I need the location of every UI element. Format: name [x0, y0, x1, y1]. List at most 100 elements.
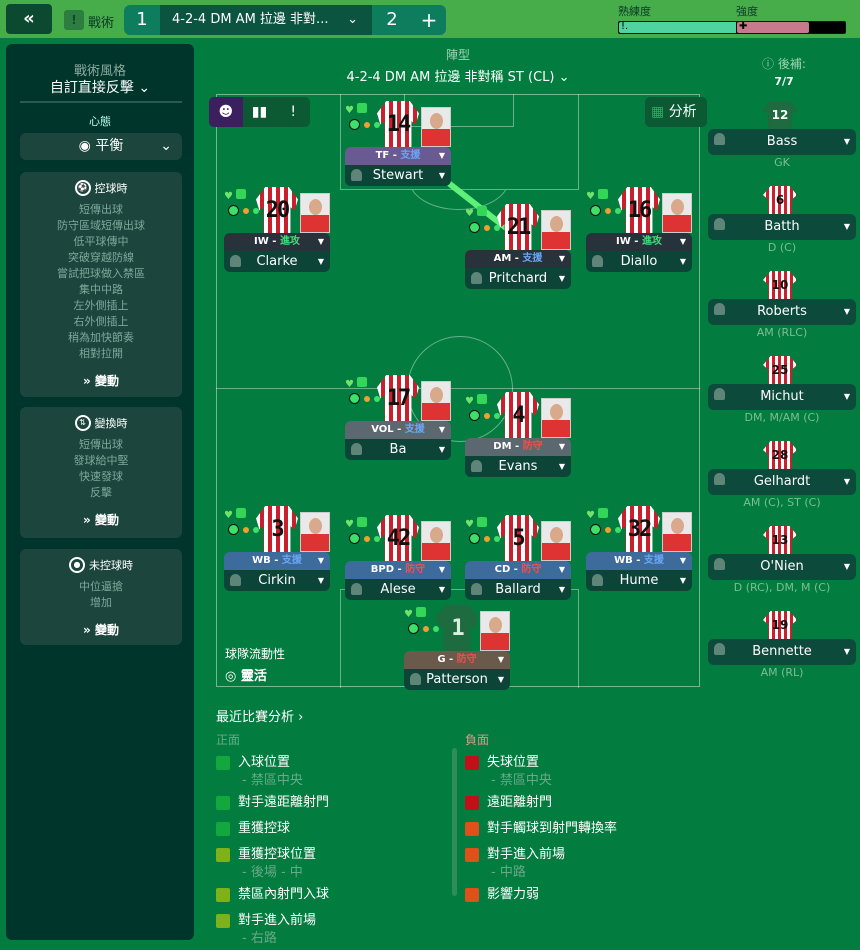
- mentality-select[interactable]: ◉ 平衡 ⌄: [20, 133, 182, 160]
- instruction-item: 稍為加快節奏: [68, 331, 134, 344]
- player-select[interactable]: Diallo ▼: [586, 251, 692, 272]
- shirt-icon: 13: [763, 526, 797, 556]
- duty: 防守: [405, 564, 426, 575]
- intensity-bar[interactable]: ✚: [736, 21, 846, 34]
- familiarity-bar[interactable]: !.: [618, 21, 761, 34]
- sub-player[interactable]: Bennette ▼ AM (RL): [708, 639, 856, 679]
- tactic-tab-1[interactable]: 1: [136, 9, 148, 30]
- instruction-item: 右外側插上: [73, 315, 129, 328]
- player-status: ♥: [465, 517, 499, 530]
- negative-item: 影響力弱: [465, 882, 617, 908]
- scrollbar[interactable]: [452, 748, 457, 896]
- familiarity-fill: [619, 22, 752, 33]
- player-select[interactable]: Hume ▼: [586, 570, 692, 591]
- player-card[interactable]: ♥ 1 G - 防守 ▼ Patterson ▼: [404, 605, 510, 690]
- player-select[interactable]: Stewart ▼: [345, 165, 451, 186]
- person-icon: [714, 303, 725, 315]
- player-name: Alese: [380, 582, 416, 597]
- positive-item: 入球位置 - 禁區中央: [216, 750, 329, 790]
- player-card[interactable]: ♥ 42 BPD - 防守 ▼ Alese ▼: [345, 515, 451, 600]
- dropdown-arrow-icon: ▼: [438, 445, 445, 454]
- add-tactic-button[interactable]: +: [420, 8, 438, 32]
- view-toggle: ☻ ▮▮ !: [209, 97, 310, 127]
- player-select[interactable]: Alese ▼: [345, 579, 451, 600]
- player-card[interactable]: ♥ 16 IW - 進攻 ▼ Diallo ▼: [586, 187, 692, 272]
- positive-label: 正面: [216, 733, 241, 747]
- player-select[interactable]: Cirkin ▼: [224, 570, 330, 591]
- player-card[interactable]: ♥ 17 VOL - 支援 ▼ Ba ▼: [345, 375, 451, 460]
- thumbs-up-icon: [597, 508, 608, 518]
- condition-dots: [349, 393, 380, 404]
- player-view-button[interactable]: ☻: [209, 97, 243, 127]
- sub-player[interactable]: Bass ▼ GK: [708, 129, 856, 169]
- dot: [484, 535, 490, 542]
- heart-icon: ♥: [465, 396, 474, 407]
- thumbs-up-icon: [216, 756, 230, 770]
- dot: [605, 526, 611, 533]
- condition-dots: [228, 524, 259, 535]
- player-select[interactable]: Ba ▼: [345, 439, 451, 460]
- player-name: Evans: [498, 459, 538, 474]
- pitch: [216, 94, 700, 688]
- ball-icon: ⚽: [74, 180, 91, 196]
- recent-match-analysis-link[interactable]: 最近比賽分析 ›: [216, 710, 304, 725]
- dropdown-arrow-icon: ▼: [843, 477, 850, 486]
- player-position: AM (RL): [760, 666, 804, 679]
- role-select[interactable]: BPD - 防守 ▼: [345, 561, 451, 579]
- player-select[interactable]: Pritchard ▼: [465, 268, 571, 289]
- in-possession-change-button[interactable]: » 變動: [83, 374, 119, 388]
- sub-player[interactable]: Batth ▼ D (C): [708, 214, 856, 254]
- role-select[interactable]: IW - 進攻 ▼: [586, 233, 692, 251]
- formation-select[interactable]: 4-2-4 DM AM 拉邊 非對稱 ST (CL) ⌄: [216, 66, 700, 85]
- sub-player[interactable]: Gelhardt ▼ AM (C), ST (C): [708, 469, 856, 509]
- tactic-tab-2[interactable]: 2: [386, 9, 398, 30]
- negative-column: 負面 失球位置 - 禁區中央 遠距離射門 對手觸球到射門轉換率 對手進入前場 - 中路 影響力…: [465, 731, 617, 908]
- transition-change-button[interactable]: » 變動: [83, 513, 119, 527]
- item-detail: - 中路: [491, 865, 526, 880]
- transition-icon: ⇅: [74, 415, 91, 431]
- role-select[interactable]: VOL - 支援 ▼: [345, 421, 451, 439]
- player-select[interactable]: Clarke ▼: [224, 251, 330, 272]
- back-button[interactable]: «: [6, 4, 52, 34]
- player-name: Michut: [760, 389, 804, 404]
- player-position: AM (RLC): [756, 326, 808, 339]
- role-select[interactable]: IW - 進攻 ▼: [224, 233, 330, 251]
- role-select[interactable]: WB - 支援 ▼: [586, 552, 692, 570]
- role-select[interactable]: CD - 防守 ▼: [465, 561, 571, 579]
- sub-player[interactable]: Roberts ▼ AM (RLC): [708, 299, 856, 339]
- role-select[interactable]: DM - 防守 ▼: [465, 438, 571, 456]
- item-text: 對手遠距離射門: [238, 795, 330, 810]
- stats-view-button[interactable]: ▮▮: [251, 104, 268, 120]
- instructions-view-button[interactable]: !: [290, 104, 296, 120]
- out-possession-change-button[interactable]: » 變動: [83, 623, 119, 637]
- duty: 支援: [404, 424, 425, 435]
- player-card[interactable]: ♥ 5 CD - 防守 ▼ Ballard ▼: [465, 515, 571, 600]
- instruction-item: 反擊: [90, 486, 112, 499]
- tactic-style-select[interactable]: 自訂直接反擊 ⌄: [6, 77, 194, 97]
- tactic-select[interactable]: 4-2-4 DM AM 拉邊 非對... ⌄: [160, 5, 372, 35]
- player-name: Stewart: [372, 168, 424, 183]
- sub-player[interactable]: O'Nien ▼ D (RC), DM, M (C): [708, 554, 856, 594]
- divider: [20, 101, 182, 103]
- role-select[interactable]: G - 防守 ▼: [404, 651, 510, 669]
- shirt-icon: 10: [763, 271, 797, 301]
- player-select[interactable]: Patterson ▼: [404, 669, 510, 690]
- player-card[interactable]: ♥ 32 WB - 支援 ▼ Hume ▼: [586, 506, 692, 591]
- player-select[interactable]: Evans ▼: [465, 456, 571, 477]
- player-card[interactable]: ♥ 20 IW - 進攻 ▼ Clarke ▼: [224, 187, 330, 272]
- player-card[interactable]: ♥ 21 AM - 支援 ▼ Pritchard ▼: [465, 204, 571, 289]
- duty: 防守: [456, 654, 477, 665]
- role-select[interactable]: WB - 支援 ▼: [224, 552, 330, 570]
- player-card[interactable]: ♥ 3 WB - 支援 ▼ Cirkin ▼: [224, 506, 330, 591]
- analysis-button[interactable]: ▦ 分析: [645, 97, 707, 127]
- condition-dots: [469, 222, 500, 233]
- duty: 支援: [522, 253, 543, 264]
- role-select[interactable]: TF - 支援 ▼: [345, 147, 451, 165]
- player-card[interactable]: ♥ 14 TF - 支援 ▼ Stewart ▼: [345, 101, 451, 186]
- player-card[interactable]: ♥ 4 DM - 防守 ▼ Evans ▼: [465, 392, 571, 477]
- thumbs-up-icon: [476, 206, 487, 216]
- player-select[interactable]: Ballard ▼: [465, 579, 571, 600]
- sub-player[interactable]: Michut ▼ DM, M/AM (C): [708, 384, 856, 424]
- thumbs-up-icon: [597, 189, 608, 199]
- role-select[interactable]: AM - 支援 ▼: [465, 250, 571, 268]
